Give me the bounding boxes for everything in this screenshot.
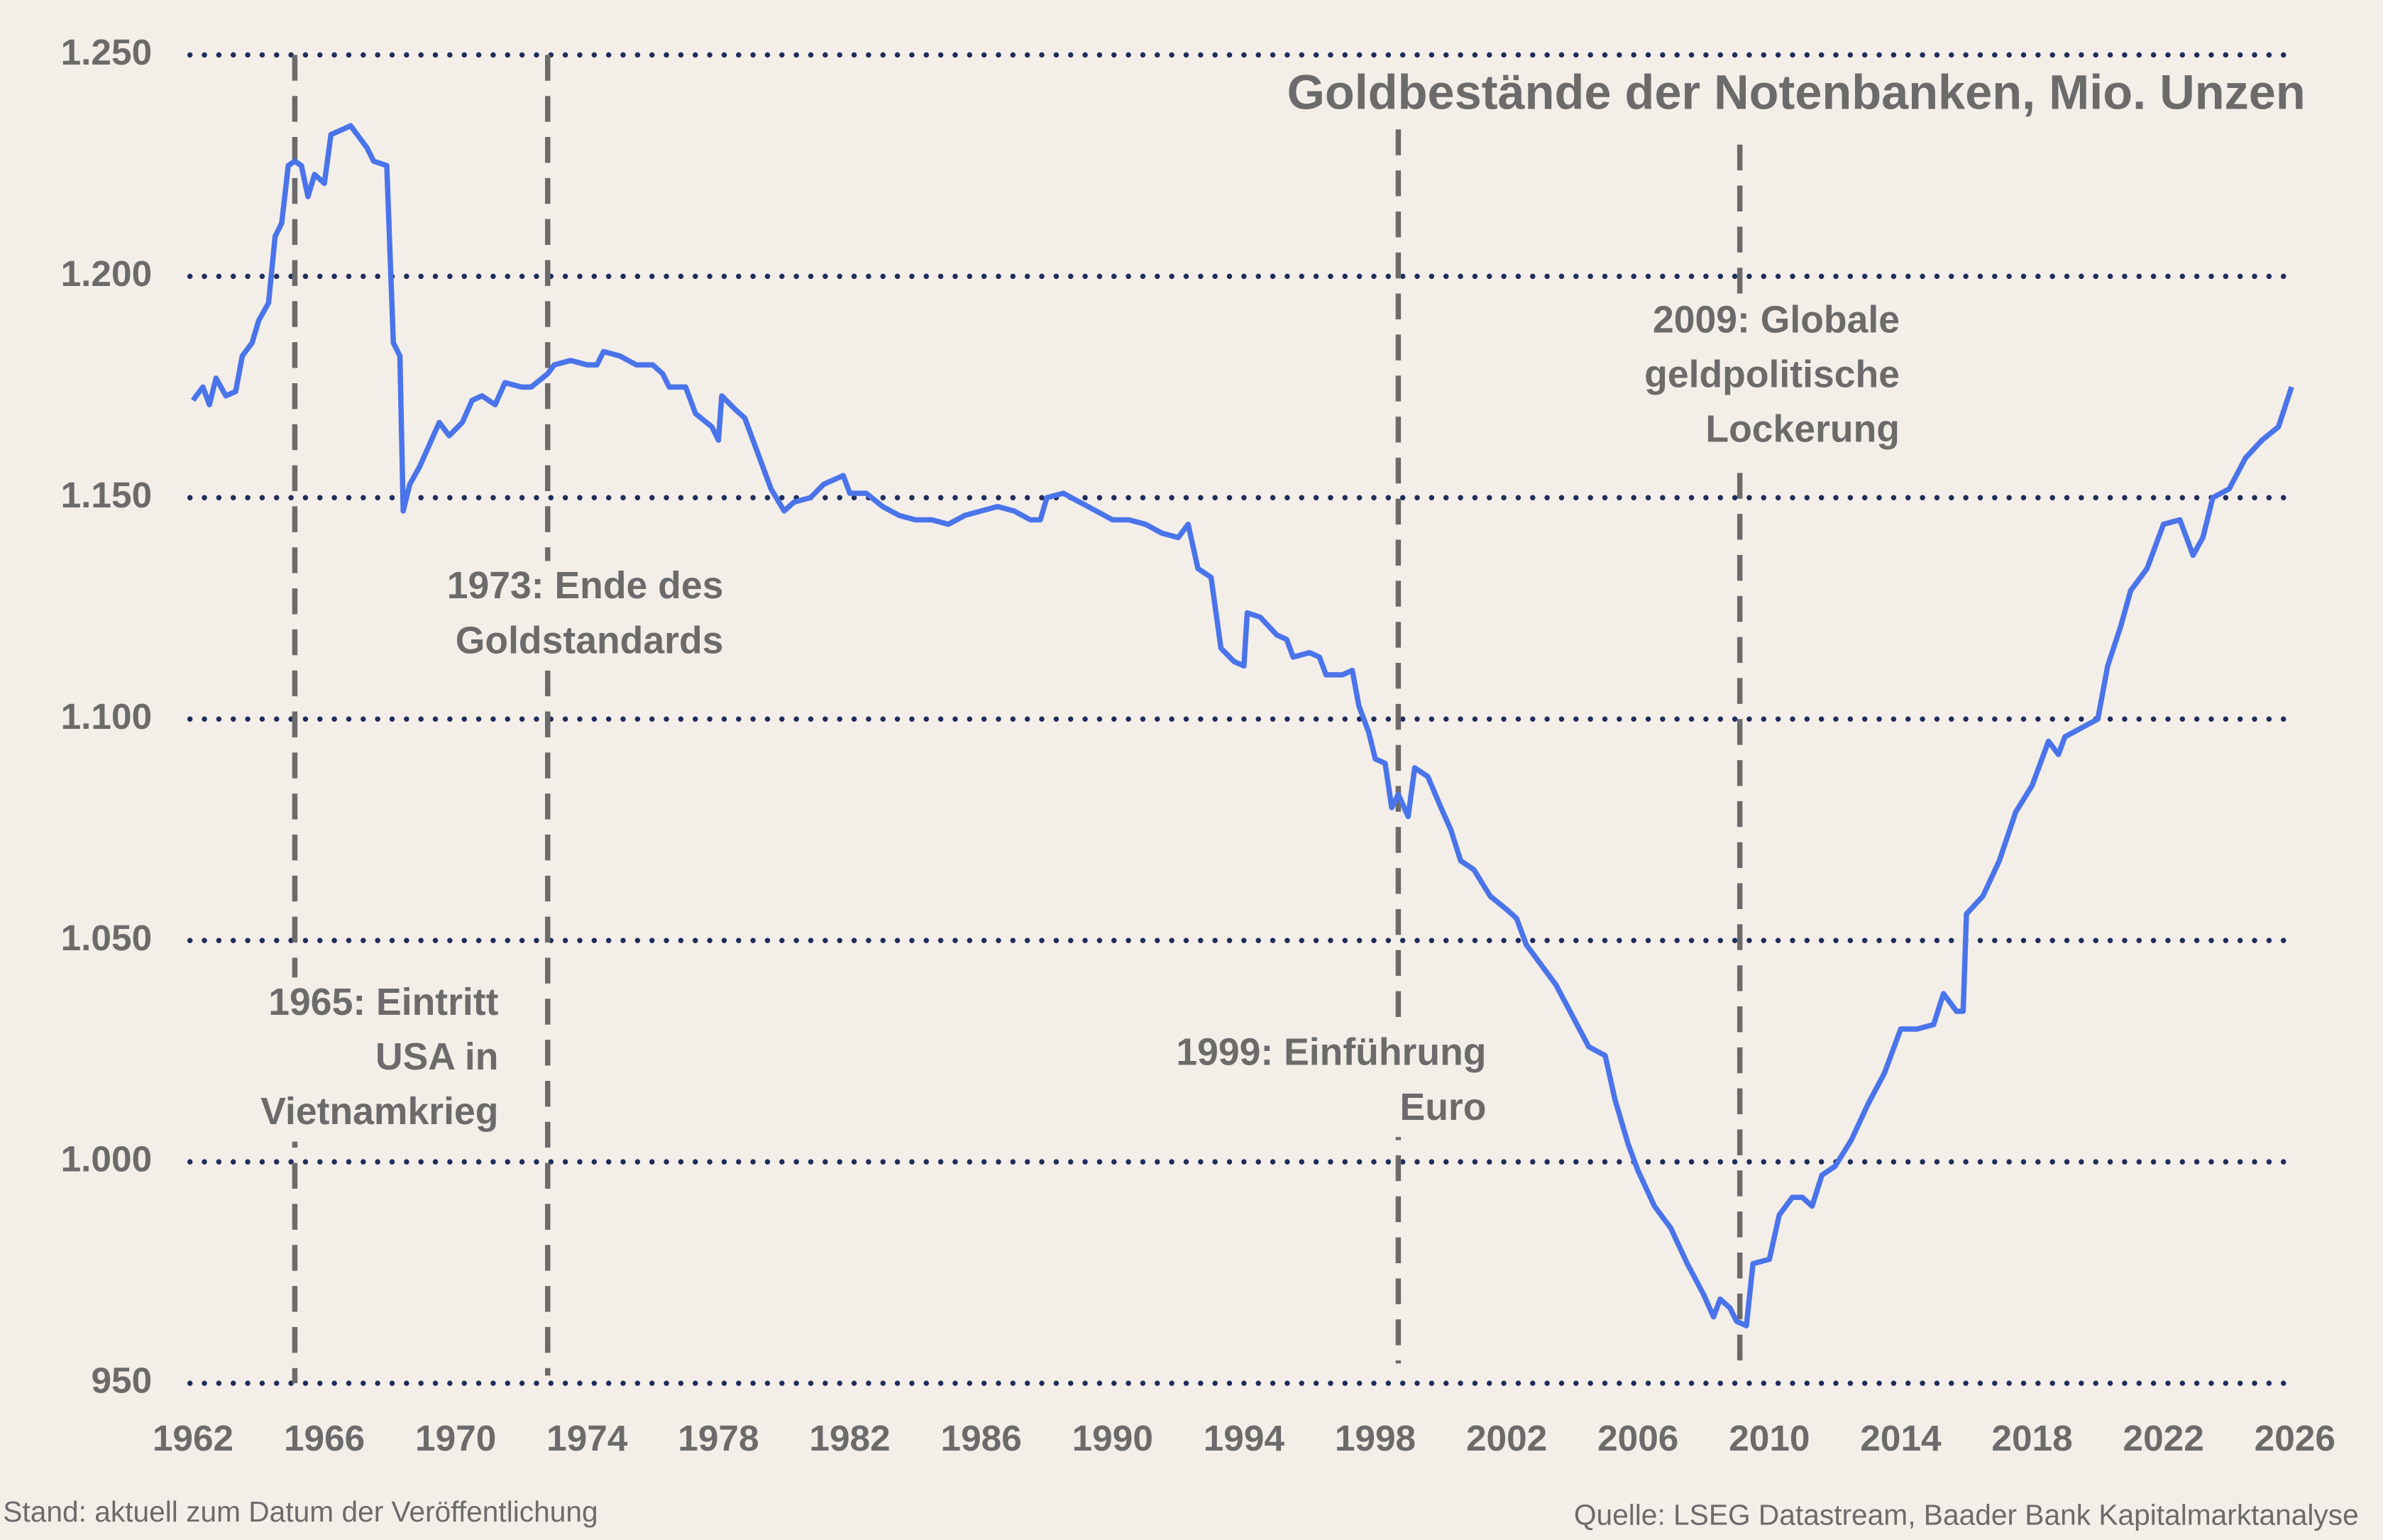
y-tick-label: 1.000: [61, 1138, 153, 1179]
event-label-bg: [441, 561, 730, 671]
y-tick-label: 1.050: [61, 917, 153, 958]
event-label: Goldstandards: [456, 620, 724, 661]
y-tick-label: 1.250: [61, 31, 153, 72]
x-tick-label: 1962: [153, 1417, 233, 1458]
x-tick-label: 1966: [284, 1417, 365, 1458]
event-label: USA in: [375, 1036, 498, 1078]
source: Quelle: LSEG Datastream, Baader Bank Kap…: [1574, 1498, 2359, 1531]
x-tick-label: 1990: [1072, 1417, 1153, 1458]
event-label: Vietnamkrieg: [260, 1091, 498, 1133]
event-label: Lockerung: [1705, 409, 1900, 451]
x-tick-label: 1982: [809, 1417, 890, 1458]
event-label: 1999: Einführung: [1176, 1032, 1486, 1074]
event-label: Euro: [1400, 1087, 1487, 1128]
x-tick-label: 2014: [1860, 1417, 1942, 1458]
x-tick-label: 2002: [1466, 1417, 1547, 1458]
x-tick-label: 2026: [2255, 1417, 2335, 1458]
y-tick-label: 950: [91, 1360, 152, 1401]
x-tick-label: 1978: [678, 1417, 759, 1458]
x-tick-label: 2010: [1729, 1417, 1810, 1458]
event-label: 2009: Globale: [1653, 299, 1900, 341]
event-label-bg: [1170, 1027, 1493, 1138]
y-tick-label: 1.200: [61, 253, 153, 294]
x-tick-label: 2006: [1597, 1417, 1678, 1458]
footnote: Stand: aktuell zum Datum der Veröffentli…: [3, 1495, 598, 1528]
y-tick-label: 1.100: [61, 695, 153, 737]
chart-title: Goldbestände der Notenbanken, Mio. Unzen: [1287, 65, 2306, 119]
x-tick-label: 2018: [1991, 1417, 2072, 1458]
x-tick-label: 1986: [941, 1417, 1022, 1458]
x-tick-label: 2022: [2123, 1417, 2204, 1458]
event-label-bg: [254, 977, 505, 1142]
event-label: geldpolitische: [1644, 354, 1900, 396]
x-tick-label: 1970: [415, 1417, 496, 1458]
event-label: 1965: Eintritt: [268, 981, 498, 1023]
x-tick-label: 1974: [546, 1417, 628, 1458]
data-line: [190, 123, 2294, 1329]
x-tick-label: 1994: [1204, 1417, 1285, 1458]
event-label: 1973: Ende des: [447, 565, 724, 607]
x-tick-label: 1998: [1335, 1417, 1416, 1458]
event-label-bg: [1638, 295, 1906, 460]
y-tick-label: 1.150: [61, 474, 153, 515]
